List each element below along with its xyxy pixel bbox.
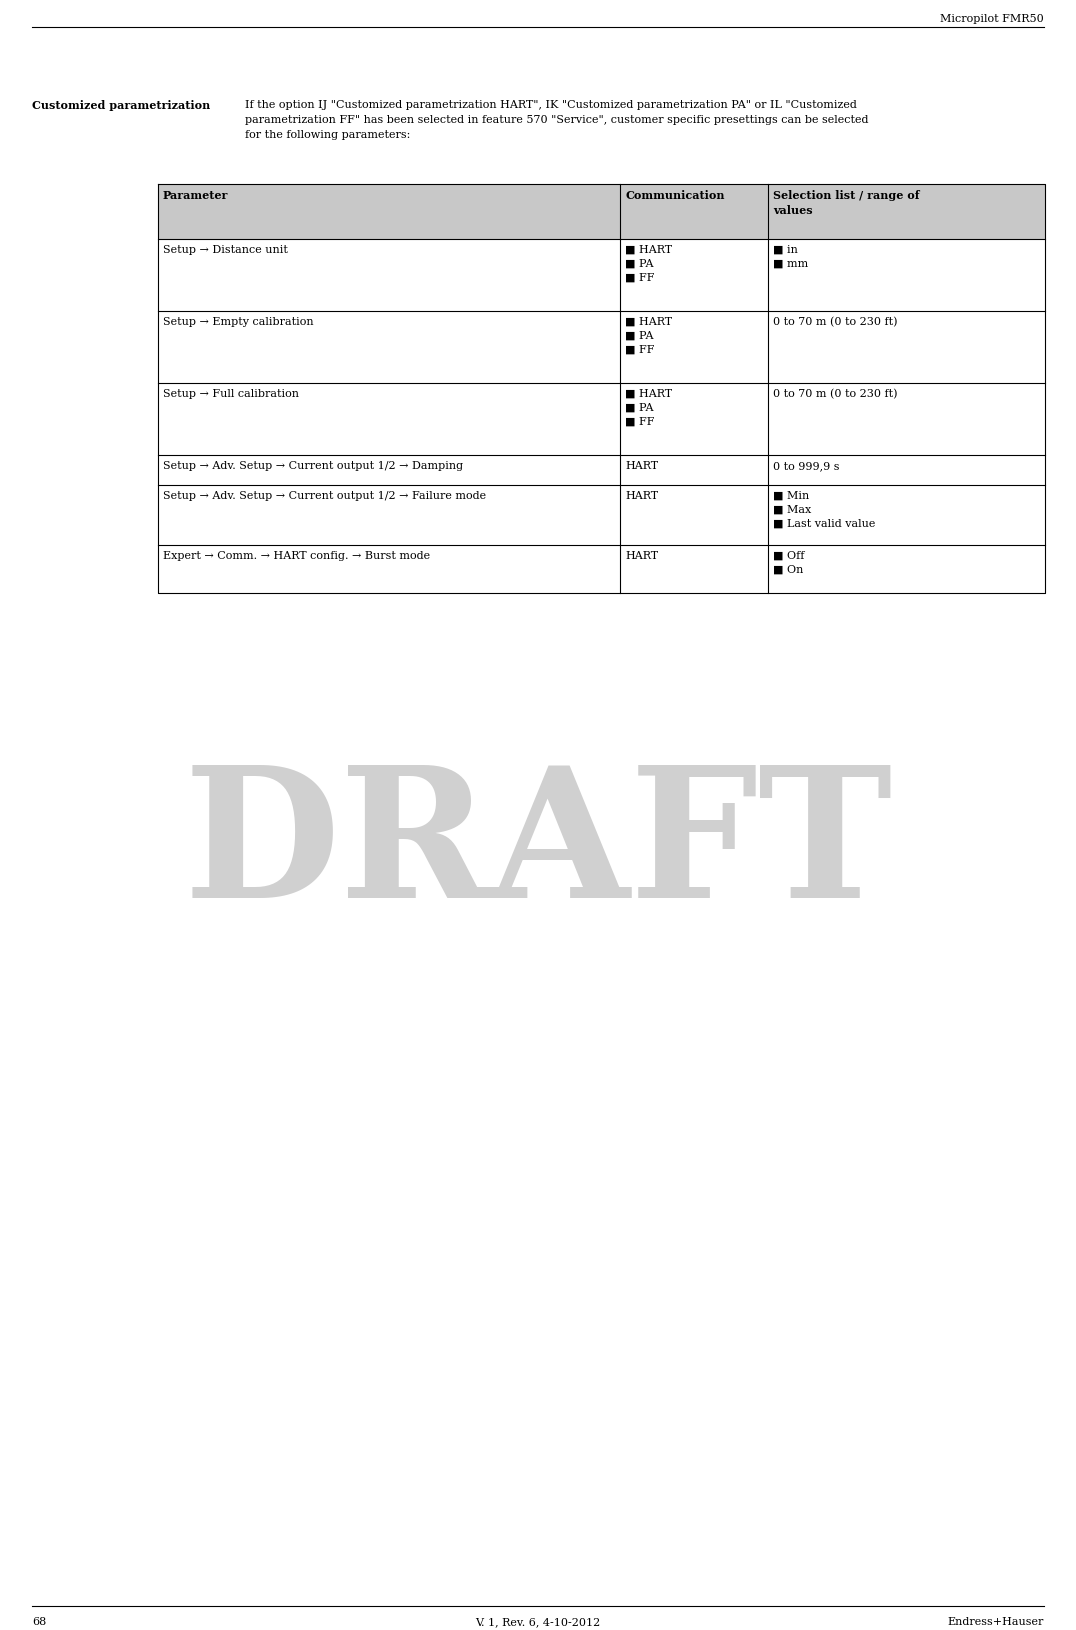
Text: ■ HART
■ PA
■ FF: ■ HART ■ PA ■ FF [625,390,672,427]
Text: Endress+Hauser: Endress+Hauser [948,1615,1044,1627]
Text: 0 to 70 m (0 to 230 ft): 0 to 70 m (0 to 230 ft) [773,316,897,328]
Text: Setup → Adv. Setup → Current output 1/2 → Damping: Setup → Adv. Setup → Current output 1/2 … [162,461,463,471]
Text: 0 to 999,9 s: 0 to 999,9 s [773,461,839,471]
Bar [158,311,1045,383]
Bar [158,546,1045,593]
Bar [158,486,1045,546]
Text: DRAFT: DRAFT [183,760,893,936]
Text: 0 to 70 m (0 to 230 ft): 0 to 70 m (0 to 230 ft) [773,390,897,399]
Text: V. 1, Rev. 6, 4-10-2012: V. 1, Rev. 6, 4-10-2012 [476,1615,600,1627]
Text: 68: 68 [32,1615,46,1627]
Text: Micropilot FMR50: Micropilot FMR50 [940,15,1044,24]
Bar [158,456,1045,486]
Text: Expert → Comm. → HART config. → Burst mode: Expert → Comm. → HART config. → Burst mo… [162,551,430,561]
Text: ■ in
■ mm: ■ in ■ mm [773,244,808,269]
Text: Customized parametrization: Customized parametrization [32,99,210,111]
Text: ■ Min
■ Max
■ Last valid value: ■ Min ■ Max ■ Last valid value [773,491,876,528]
Text: Setup → Distance unit: Setup → Distance unit [162,244,288,254]
Bar [158,184,1045,240]
Text: Setup → Empty calibration: Setup → Empty calibration [162,316,313,326]
Text: Selection list / range of
values: Selection list / range of values [773,189,920,215]
Text: ■ HART
■ PA
■ FF: ■ HART ■ PA ■ FF [625,316,672,355]
Text: ■ HART
■ PA
■ FF: ■ HART ■ PA ■ FF [625,244,672,284]
Text: ■ Off
■ On: ■ Off ■ On [773,551,805,575]
Bar [158,383,1045,456]
Text: Communication: Communication [625,189,724,200]
Bar [158,240,1045,311]
Text: If the option IJ "Customized parametrization HART", IK "Customized parametrizati: If the option IJ "Customized parametriza… [245,99,868,140]
Text: HART: HART [625,461,659,471]
Text: HART: HART [625,491,659,500]
Text: Setup → Adv. Setup → Current output 1/2 → Failure mode: Setup → Adv. Setup → Current output 1/2 … [162,491,486,500]
Text: Setup → Full calibration: Setup → Full calibration [162,390,299,399]
Text: Parameter: Parameter [162,189,228,200]
Text: HART: HART [625,551,659,561]
